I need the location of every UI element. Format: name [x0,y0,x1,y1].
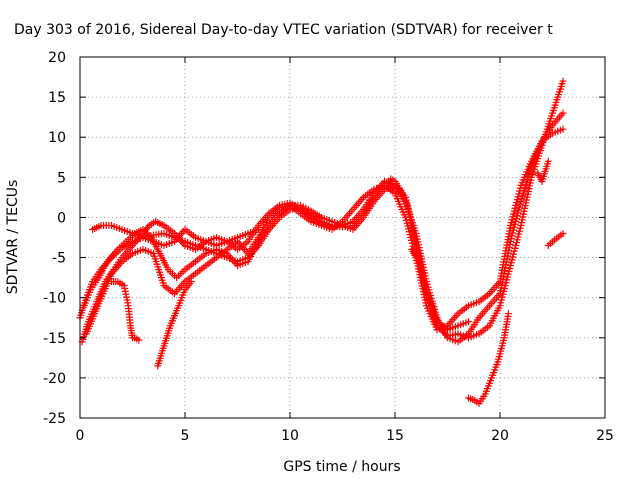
y-axis-label: SDTVAR / TECUs [5,180,21,295]
y-tick-label: 5 [57,170,66,186]
x-tick-label: 20 [491,428,509,444]
data-point [412,254,420,262]
plot-frame [79,56,606,419]
y-tick-label: -25 [43,411,66,427]
ticks: 0 5 10 15 20 25 -25 -20 -15 -10 -5 0 5 10 15 20 [43,50,614,444]
y-tick-label: 20 [48,50,66,66]
x-tick-label: 15 [386,428,404,444]
data-point [135,336,143,344]
y-tick-label: 10 [48,130,66,146]
data-point [559,125,567,133]
y-tick-label: 0 [57,210,66,226]
data-point [504,310,512,318]
x-tick-label: 25 [596,428,614,444]
data-point [187,278,195,286]
x-axis-label: GPS time / hours [283,459,400,475]
x-tick-label: 0 [76,428,85,444]
data-point [559,109,567,117]
data-point [465,318,472,326]
x-tick-label: 10 [281,428,299,444]
y-tick-label: 15 [48,90,66,106]
data-point [255,225,262,233]
chart-title: Day 303 of 2016, Sidereal Day-to-day VTE… [14,22,553,38]
y-tick-label: -20 [43,371,66,387]
data-point [544,157,552,165]
data-point [559,229,567,237]
x-tick-label: 5 [181,428,190,444]
y-tick-label: -15 [43,331,66,347]
grid [80,57,605,418]
y-tick-label: -5 [52,251,66,267]
data-layer [76,77,567,408]
y-tick-label: -10 [43,291,66,307]
data-point [559,77,567,85]
